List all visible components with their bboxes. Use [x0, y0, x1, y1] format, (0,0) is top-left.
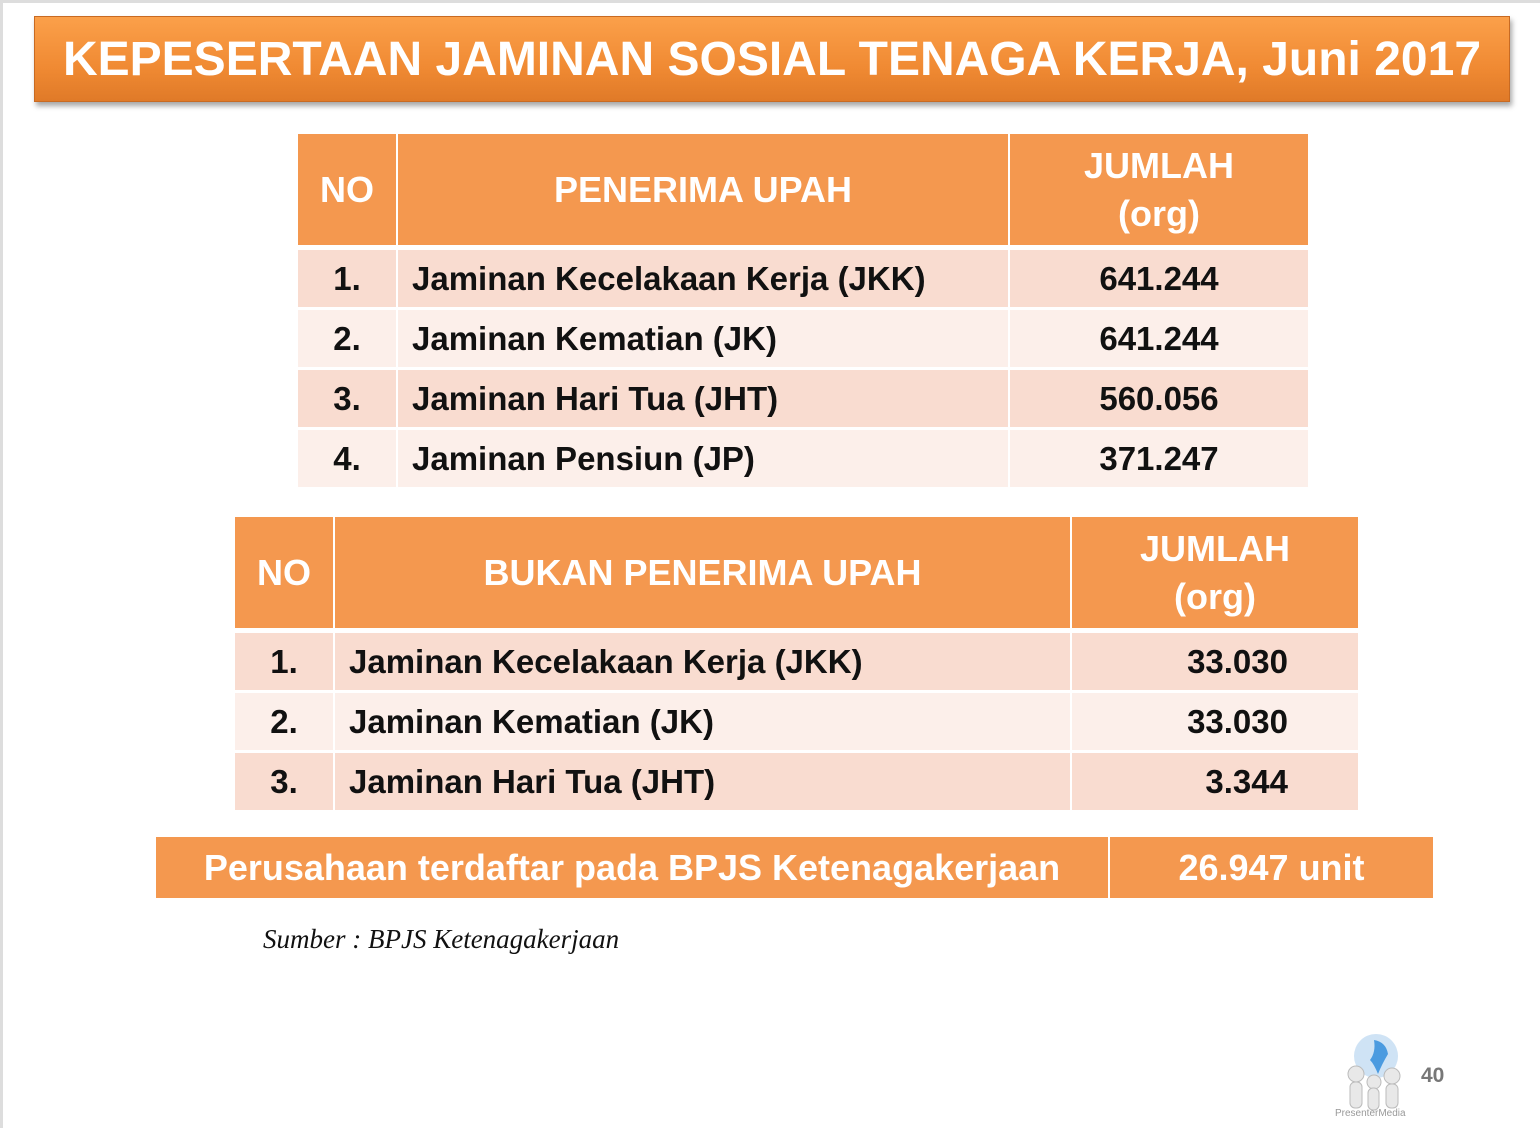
- row-label: Jaminan Kematian (JK): [335, 693, 1070, 750]
- column-header: NO: [235, 517, 333, 628]
- row-label: Jaminan Hari Tua (JHT): [398, 370, 1008, 427]
- row-number: 2.: [235, 693, 333, 750]
- summary-value: 26.947 unit: [1110, 837, 1433, 898]
- row-label: Jaminan Kematian (JK): [398, 310, 1008, 367]
- column-header: PENERIMA UPAH: [398, 134, 1008, 245]
- row-value: 371.247: [1010, 430, 1308, 487]
- row-label: Jaminan Pensiun (JP): [398, 430, 1008, 487]
- source-note: Sumber : BPJS Ketenagakerjaan: [263, 924, 620, 954]
- column-header: JUMLAH (org): [1010, 134, 1308, 245]
- row-value: 3.344: [1072, 753, 1358, 810]
- column-header: BUKAN PENERIMA UPAH: [335, 517, 1070, 628]
- row-value: 33.030: [1072, 633, 1358, 690]
- row-number: 2.: [298, 310, 396, 367]
- slide-title: KEPESERTAAN JAMINAN SOSIAL TENAGA KERJA,…: [34, 16, 1510, 102]
- page-number: 40: [1421, 1064, 1445, 1087]
- row-number: 4.: [298, 430, 396, 487]
- row-value: 641.244: [1010, 250, 1308, 307]
- logo-text: PresenterMedia: [1335, 1108, 1406, 1118]
- row-number: 3.: [235, 753, 333, 810]
- presentermedia-logo: PresenterMedia: [1334, 1032, 1414, 1119]
- row-label: Jaminan Hari Tua (JHT): [335, 753, 1070, 810]
- row-label: Jaminan Kecelakaan Kerja (JKK): [398, 250, 1008, 307]
- summary-label: Perusahaan terdaftar pada BPJS Ketenagak…: [156, 837, 1108, 898]
- column-header: JUMLAH (org): [1072, 517, 1358, 628]
- row-value: 33.030: [1072, 693, 1358, 750]
- row-number: 3.: [298, 370, 396, 427]
- row-number: 1.: [298, 250, 396, 307]
- row-value: 641.244: [1010, 310, 1308, 367]
- row-label: Jaminan Kecelakaan Kerja (JKK): [335, 633, 1070, 690]
- row-number: 1.: [235, 633, 333, 690]
- column-header: NO: [298, 134, 396, 245]
- row-value: 560.056: [1010, 370, 1308, 427]
